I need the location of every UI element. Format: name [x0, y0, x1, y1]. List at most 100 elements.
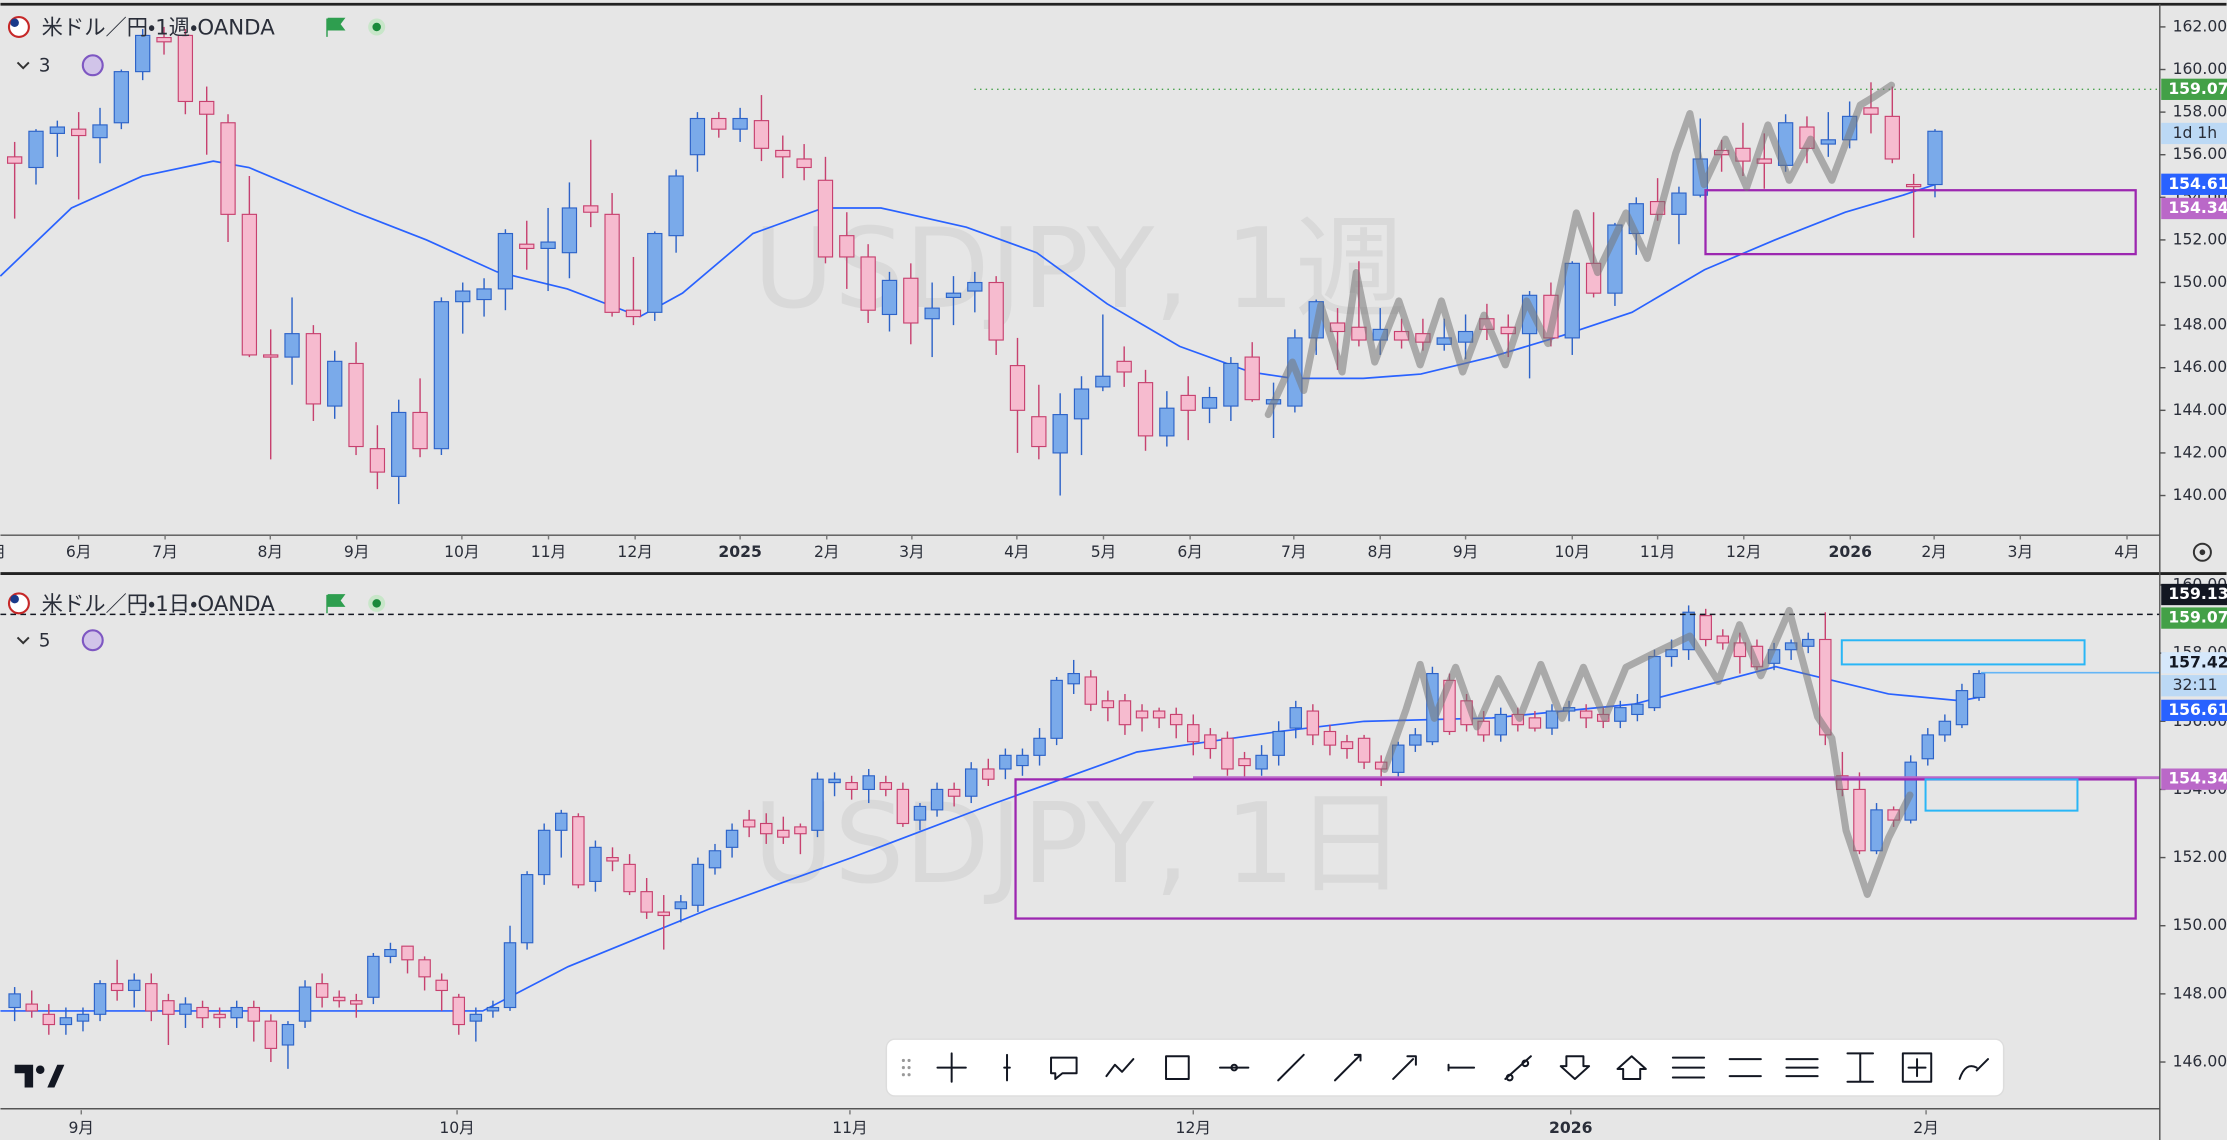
collapse-icon[interactable]	[16, 636, 30, 645]
candle-body	[1938, 720, 1952, 736]
symbol-icon	[10, 18, 19, 27]
candle-body	[1289, 707, 1303, 729]
price-label-box	[2161, 607, 2227, 629]
x-tick-label: 2月	[1913, 1119, 1939, 1137]
y-tick-label: 158.000	[2173, 103, 2227, 121]
collapse-icon[interactable]	[16, 61, 30, 70]
x-tick-label: 10月	[444, 543, 479, 561]
candle-body	[49, 126, 66, 134]
candle-body	[796, 158, 812, 169]
tool-button[interactable]	[936, 1052, 967, 1083]
price-label: 157.425	[2168, 653, 2227, 671]
candle-body	[59, 1017, 73, 1026]
pane-header: 米ドル／円・1日・OANDA 5	[7, 592, 386, 652]
sync-icon[interactable]	[81, 54, 104, 77]
candle-body	[1716, 635, 1730, 644]
candle-body	[145, 983, 158, 1012]
tool-button[interactable]	[1447, 1063, 1476, 1072]
candle-body	[982, 768, 995, 780]
candle-body	[1863, 107, 1879, 115]
symbol-icon	[10, 594, 19, 604]
candle-body	[1329, 322, 1346, 333]
logo-part	[47, 1064, 65, 1088]
candle-body	[1905, 183, 1922, 188]
tool-button[interactable]	[1218, 1063, 1250, 1072]
candle-body	[640, 891, 653, 913]
tool-button[interactable]	[1105, 1058, 1135, 1078]
candle-body	[1095, 375, 1111, 388]
candle-body	[668, 175, 684, 237]
candle-body	[777, 829, 790, 838]
sync-icon[interactable]	[81, 629, 104, 652]
candle-body	[327, 360, 343, 407]
candle-body	[315, 983, 329, 998]
candle-body	[775, 149, 791, 158]
candle-body	[177, 34, 194, 103]
tool-button[interactable]	[1333, 1053, 1362, 1082]
candle-body	[1409, 734, 1422, 746]
candle-body	[1067, 672, 1080, 685]
candle-body	[896, 788, 910, 825]
price-label: 154.611	[2168, 175, 2227, 193]
tool-button[interactable]	[1671, 1056, 1706, 1079]
tool-button[interactable]	[1392, 1055, 1417, 1080]
candle-body	[1272, 730, 1285, 756]
price-label-box	[2161, 78, 2227, 100]
x-tick-label: 9月	[68, 1119, 94, 1137]
candle-body	[572, 816, 585, 886]
candle-body	[879, 782, 893, 790]
x-tick-label: 10月	[439, 1119, 474, 1137]
candle-body	[418, 959, 431, 978]
candle-body	[1152, 710, 1166, 719]
candle-body	[1357, 737, 1371, 763]
candle-body	[811, 778, 824, 831]
x-tick-label: 2026	[1549, 1119, 1593, 1137]
candle-body	[452, 996, 466, 1026]
candle-body	[1457, 330, 1474, 343]
candle-body	[1116, 360, 1132, 373]
tool-button[interactable]	[1616, 1055, 1647, 1080]
tool-button[interactable]	[1785, 1058, 1819, 1078]
tool-button[interactable]	[1901, 1052, 1933, 1083]
y-tick-label: 150.000	[2173, 916, 2227, 934]
tool-button[interactable]	[1728, 1058, 1762, 1078]
market-flag	[326, 594, 346, 614]
candle-body	[1665, 649, 1678, 658]
candle-body	[945, 292, 962, 298]
y-tick-label: 146.000	[2173, 358, 2227, 376]
candle-body	[1884, 115, 1900, 160]
settings-icon-dot	[2199, 549, 2206, 556]
tool-button[interactable]	[1559, 1055, 1591, 1080]
price-label: 154.343	[2168, 199, 2227, 217]
candle-body	[647, 232, 663, 313]
tool-button[interactable]	[1165, 1055, 1190, 1080]
candle-body	[691, 863, 705, 906]
candle-body	[1009, 365, 1026, 411]
x-tick-label: 2025	[718, 543, 761, 561]
price-label-box	[2161, 652, 2227, 674]
y-tick-label: 144.000	[2173, 401, 2227, 419]
candle-body	[476, 288, 492, 301]
tool-button[interactable]	[1846, 1052, 1875, 1083]
candle-body	[1223, 362, 1239, 407]
zone-rectangle	[1924, 778, 2079, 812]
x-tick-label: 12月	[1726, 543, 1761, 561]
settings-icon[interactable]	[2192, 542, 2212, 562]
tool-button[interactable]	[1504, 1055, 1532, 1082]
price-label-box	[2161, 699, 2227, 722]
y-tick-label: 148.000	[2173, 984, 2227, 1002]
price-label: 154.343	[2168, 770, 2227, 788]
price-label-box	[2161, 173, 2227, 195]
tool-button[interactable]	[1277, 1053, 1305, 1082]
market-flag	[326, 17, 346, 37]
candle-body	[1955, 690, 1969, 726]
zone-rectangle	[1704, 189, 2137, 256]
candle-body	[93, 983, 107, 1015]
candle-body	[247, 1006, 261, 1022]
tool-button[interactable]	[1958, 1058, 1990, 1080]
tool-button[interactable]	[1003, 1053, 1011, 1082]
candle-body	[332, 996, 346, 1002]
tool-button[interactable]	[1050, 1056, 1078, 1080]
